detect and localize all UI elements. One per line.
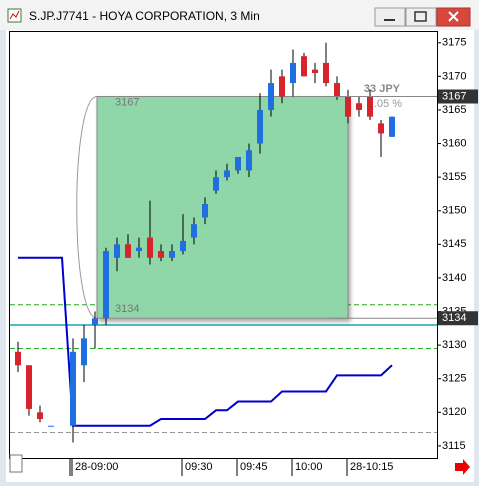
candle-body [147, 237, 153, 258]
box-bracket [76, 96, 98, 319]
candle-body [15, 351, 21, 366]
y-tick-label: 3150 [442, 205, 466, 217]
candle-body [70, 351, 76, 426]
box-top-label: 3167 [115, 96, 139, 108]
scroll-thumb[interactable] [9, 454, 23, 473]
candle-body [334, 83, 340, 97]
plot: 3167 3134 33 JPY 1.05 % [10, 42, 437, 443]
price-marker-label: 3167 [442, 90, 466, 102]
candle-body [169, 251, 175, 258]
candle-body [224, 170, 230, 178]
candle-body [158, 251, 164, 258]
candle-body [246, 150, 252, 171]
box-percent-label: 1.05 % [368, 98, 402, 110]
candle-body [268, 83, 274, 110]
close-icon [448, 11, 459, 22]
candle-body [180, 240, 186, 252]
x-tick-label: 09:45 [240, 461, 268, 473]
candle-body [312, 69, 318, 73]
candle-body [202, 204, 208, 218]
candle-body [290, 62, 296, 84]
y-tick-label: 3145 [442, 238, 466, 250]
y-tick-label: 3160 [442, 137, 466, 149]
candle-body [356, 103, 362, 110]
y-tick-label: 3170 [442, 70, 466, 82]
y-tick-label: 3175 [442, 37, 466, 49]
candle-body [191, 224, 197, 238]
window-icon-line [9, 10, 20, 20]
maximize-button[interactable] [405, 7, 437, 27]
price-marker-box [438, 89, 478, 104]
candle-body [26, 365, 32, 409]
candle-body [125, 244, 131, 258]
candle-body [235, 156, 241, 171]
scroll-arrow[interactable] [455, 459, 470, 475]
candle-body [136, 247, 142, 252]
box-change-label: 33 JPY [364, 83, 401, 95]
stop-line [18, 256, 393, 427]
candle-body [345, 96, 351, 117]
y-tick-label: 3120 [442, 406, 466, 418]
y-tick-label: 3130 [442, 339, 466, 351]
x-tick-label: 28-09:00 [75, 461, 118, 473]
candle-body [103, 251, 109, 319]
maximize-icon [414, 11, 427, 22]
candle-body [389, 116, 395, 137]
x-tick-label: 28-10:15 [350, 461, 393, 473]
candle-body [37, 412, 43, 420]
y-tick-label: 3165 [442, 104, 466, 116]
candle-body [279, 76, 285, 97]
candle-body [378, 123, 384, 134]
price-marker-box [438, 311, 478, 326]
candle-body [367, 96, 373, 117]
candle-body [81, 338, 87, 366]
y-tick-label: 3140 [442, 272, 466, 284]
y-tick-label: 3125 [442, 373, 466, 385]
measure-box [96, 96, 349, 319]
box-bottom-label: 3134 [115, 303, 139, 315]
candle-body [213, 177, 219, 191]
price-marker-label: 3134 [442, 312, 466, 324]
candle-body [92, 318, 98, 325]
candle-body [257, 109, 263, 144]
y-tick-label: 3155 [442, 171, 466, 183]
candle-body [114, 244, 120, 258]
chart-title: S.JP.J7741 - HOYA CORPORATION, 3 Min [29, 9, 260, 23]
candle-body [48, 425, 54, 427]
candle-body [323, 62, 329, 84]
x-tick-label: 09:30 [185, 461, 213, 473]
y-tick-label: 3115 [442, 440, 466, 452]
x-tick-label: 10:00 [295, 461, 323, 473]
candle-body [301, 56, 307, 77]
minimize-button[interactable] [374, 7, 406, 27]
